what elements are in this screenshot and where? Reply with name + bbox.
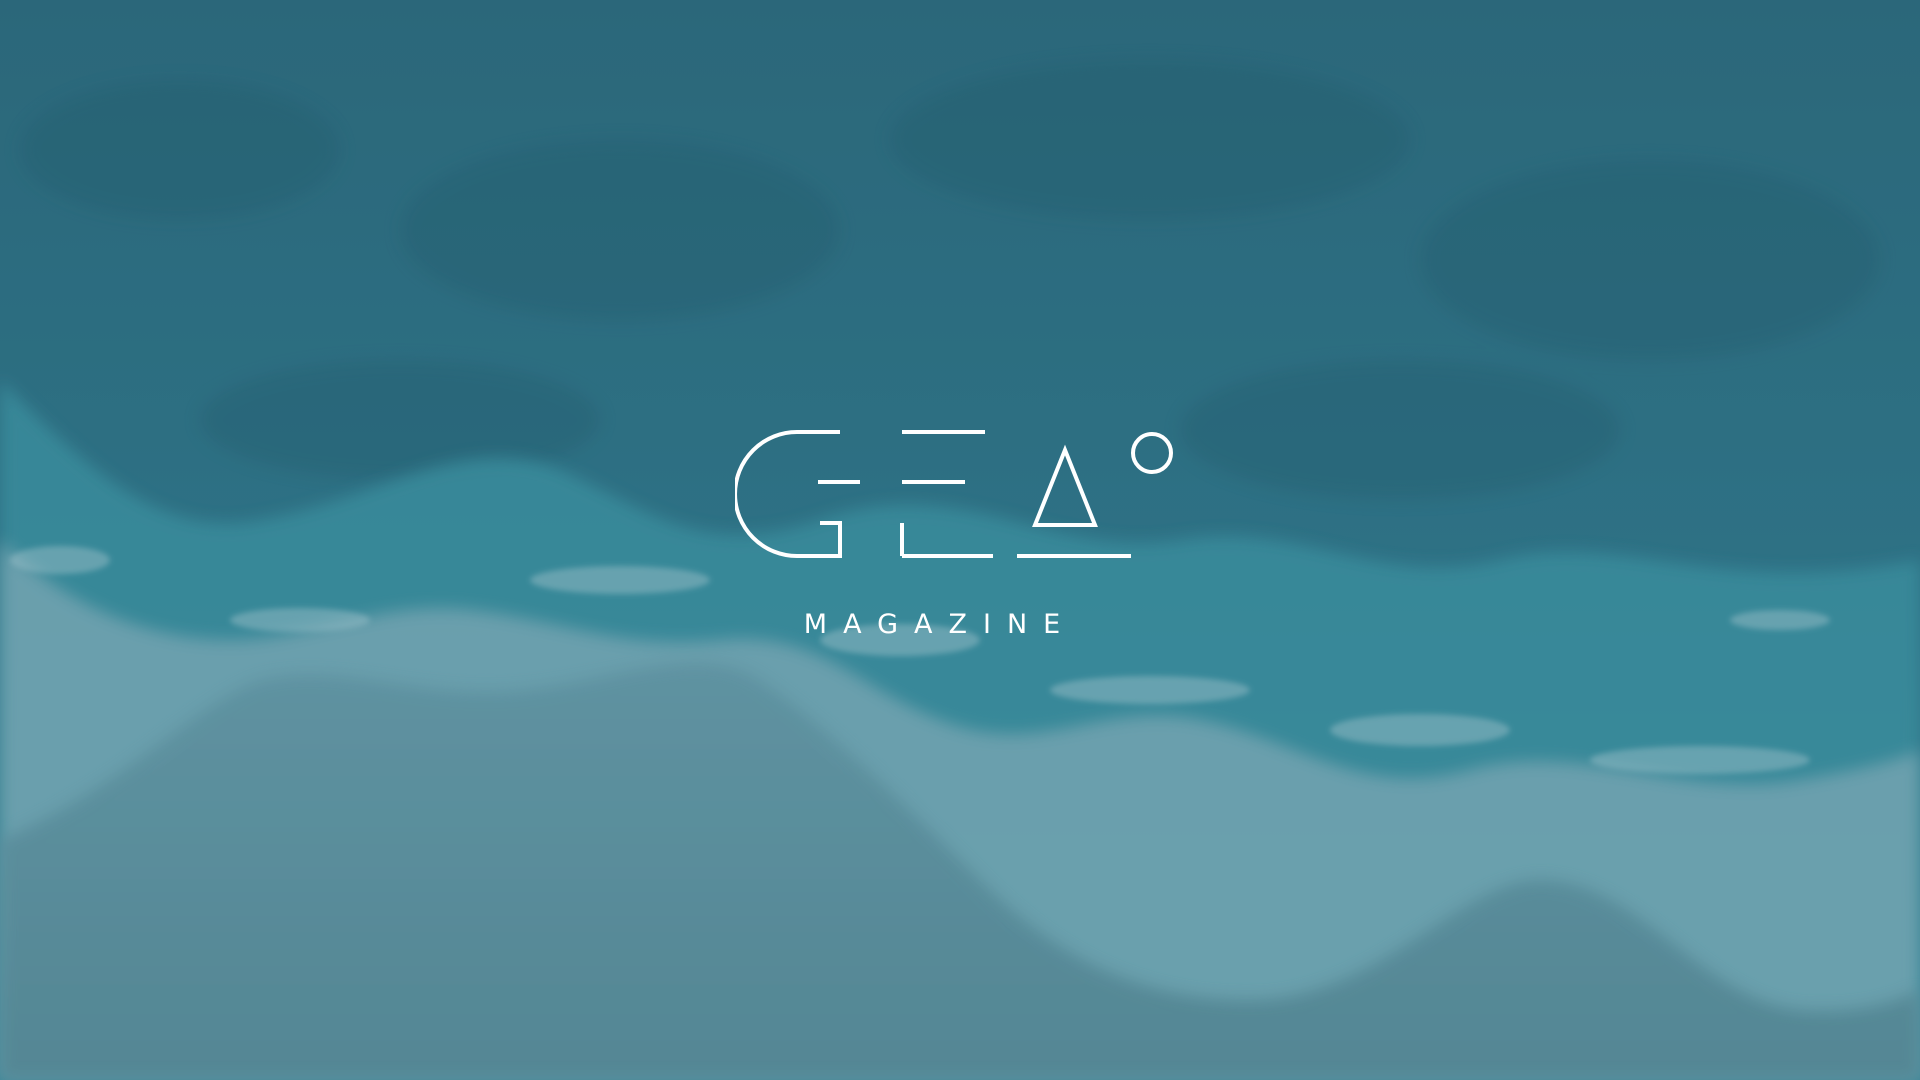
magazine-subtitle: MAGAZINE <box>803 609 1077 640</box>
gea-magazine-logo: MAGAZINE <box>735 420 1185 650</box>
gea-wordmark-logo <box>735 430 1173 558</box>
